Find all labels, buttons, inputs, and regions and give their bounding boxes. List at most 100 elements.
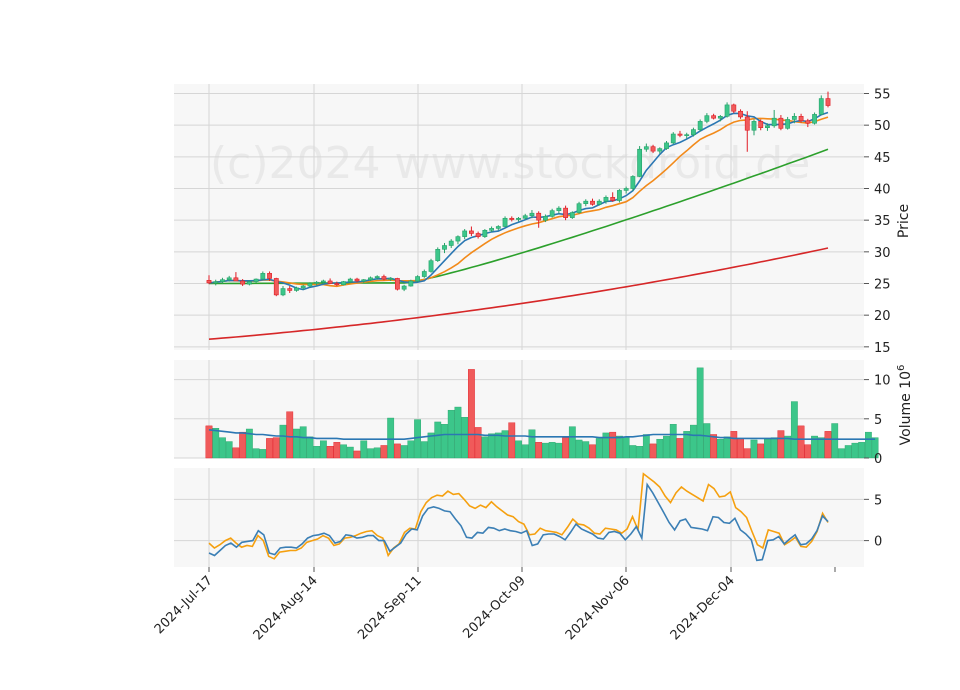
candle bbox=[320, 279, 326, 285]
candle bbox=[717, 115, 723, 122]
candle-body bbox=[637, 148, 643, 177]
candle bbox=[563, 205, 568, 221]
candle bbox=[785, 116, 791, 130]
volume-bar bbox=[696, 367, 704, 459]
candle-body bbox=[334, 283, 340, 286]
volume-ma-line bbox=[208, 429, 876, 440]
candle-body bbox=[650, 146, 656, 152]
candle-body bbox=[657, 148, 663, 152]
volume-bar bbox=[636, 446, 644, 459]
volume-bar bbox=[831, 423, 839, 459]
candle bbox=[260, 271, 266, 280]
candle bbox=[428, 258, 434, 273]
candle bbox=[744, 111, 750, 152]
candle bbox=[421, 269, 427, 278]
candle bbox=[388, 277, 394, 281]
candle bbox=[482, 229, 488, 238]
candle-body bbox=[664, 142, 669, 149]
volume-bar bbox=[777, 430, 785, 459]
candle-body bbox=[327, 280, 333, 284]
candle-body bbox=[563, 207, 568, 218]
candle-body bbox=[388, 278, 394, 280]
candle bbox=[374, 275, 380, 280]
candle-body bbox=[260, 273, 266, 280]
candle-body bbox=[354, 278, 360, 282]
candle-body bbox=[206, 280, 212, 284]
volume-bar bbox=[797, 425, 805, 459]
candle-body bbox=[522, 215, 528, 219]
candle bbox=[724, 102, 730, 118]
volume-bar bbox=[360, 440, 368, 459]
candle bbox=[791, 113, 797, 124]
candle-body bbox=[226, 277, 232, 280]
volume-bar bbox=[562, 437, 569, 459]
volume-bar bbox=[272, 437, 280, 459]
volume-bar bbox=[326, 446, 334, 459]
candle-body bbox=[617, 190, 622, 201]
candle-body bbox=[670, 133, 676, 144]
volume-bar bbox=[723, 436, 731, 459]
volume-bar bbox=[461, 417, 469, 459]
ma-green-line bbox=[209, 148, 829, 285]
volume-bar bbox=[838, 448, 845, 459]
price-y-tick-label: 45 bbox=[874, 151, 891, 166]
volume-bar bbox=[582, 441, 590, 459]
candle bbox=[623, 186, 629, 194]
candle bbox=[583, 199, 589, 207]
candle bbox=[765, 123, 770, 131]
candle-body bbox=[233, 277, 239, 282]
volume-bar bbox=[669, 424, 677, 459]
candle-body bbox=[455, 236, 461, 242]
candle-body bbox=[805, 120, 811, 124]
volume-axis-title: Volume 106 bbox=[896, 365, 914, 446]
watermark: (c)2024 www.stockdroid.de bbox=[210, 138, 810, 189]
oscillator-y-tick-label: 0 bbox=[874, 535, 882, 550]
candle-body bbox=[529, 212, 535, 217]
price-y-tick-label: 30 bbox=[874, 246, 891, 261]
volume-bar bbox=[299, 426, 307, 459]
candle-body bbox=[791, 116, 797, 120]
candle-body bbox=[576, 203, 582, 213]
candle-body bbox=[361, 279, 367, 282]
candle bbox=[590, 198, 595, 206]
volume-bar bbox=[649, 443, 657, 459]
volume-bar bbox=[232, 447, 240, 459]
candle bbox=[495, 225, 501, 231]
candle-body bbox=[610, 197, 616, 201]
volume-bar bbox=[380, 445, 388, 459]
candle bbox=[509, 216, 515, 222]
candle bbox=[401, 284, 407, 292]
candle bbox=[233, 272, 239, 282]
candle bbox=[246, 280, 252, 286]
candle-body bbox=[421, 271, 427, 277]
candle-body bbox=[307, 283, 313, 287]
candle bbox=[226, 275, 232, 282]
candle-body bbox=[495, 226, 501, 229]
candle bbox=[664, 141, 669, 150]
candle-body bbox=[818, 98, 824, 115]
candle bbox=[327, 278, 333, 285]
candle-body bbox=[516, 217, 521, 220]
candle-body bbox=[731, 104, 737, 112]
x-tick-label: 2024-Sep-11 bbox=[355, 573, 425, 643]
volume-bar bbox=[387, 417, 395, 459]
volume-bar bbox=[474, 427, 482, 459]
volume-bar bbox=[494, 432, 502, 459]
volume-bar bbox=[737, 438, 744, 459]
x-tick-label: 2024-Aug-14 bbox=[251, 573, 321, 643]
volume-bar bbox=[313, 446, 321, 459]
candle-body bbox=[704, 115, 710, 122]
volume-bar bbox=[306, 436, 314, 459]
candle-body bbox=[724, 104, 730, 117]
candle-body bbox=[294, 287, 299, 291]
candle-body bbox=[347, 278, 353, 282]
volume-bar bbox=[851, 442, 859, 459]
volume-bar bbox=[441, 424, 448, 459]
volume-bar bbox=[542, 442, 549, 459]
candle-body bbox=[401, 285, 407, 290]
x-tick-label: 2024-Nov-06 bbox=[563, 573, 633, 643]
volume-bar bbox=[515, 440, 522, 459]
volume-bar bbox=[663, 435, 670, 459]
candle-body bbox=[765, 125, 770, 129]
volume-bar bbox=[521, 444, 529, 459]
